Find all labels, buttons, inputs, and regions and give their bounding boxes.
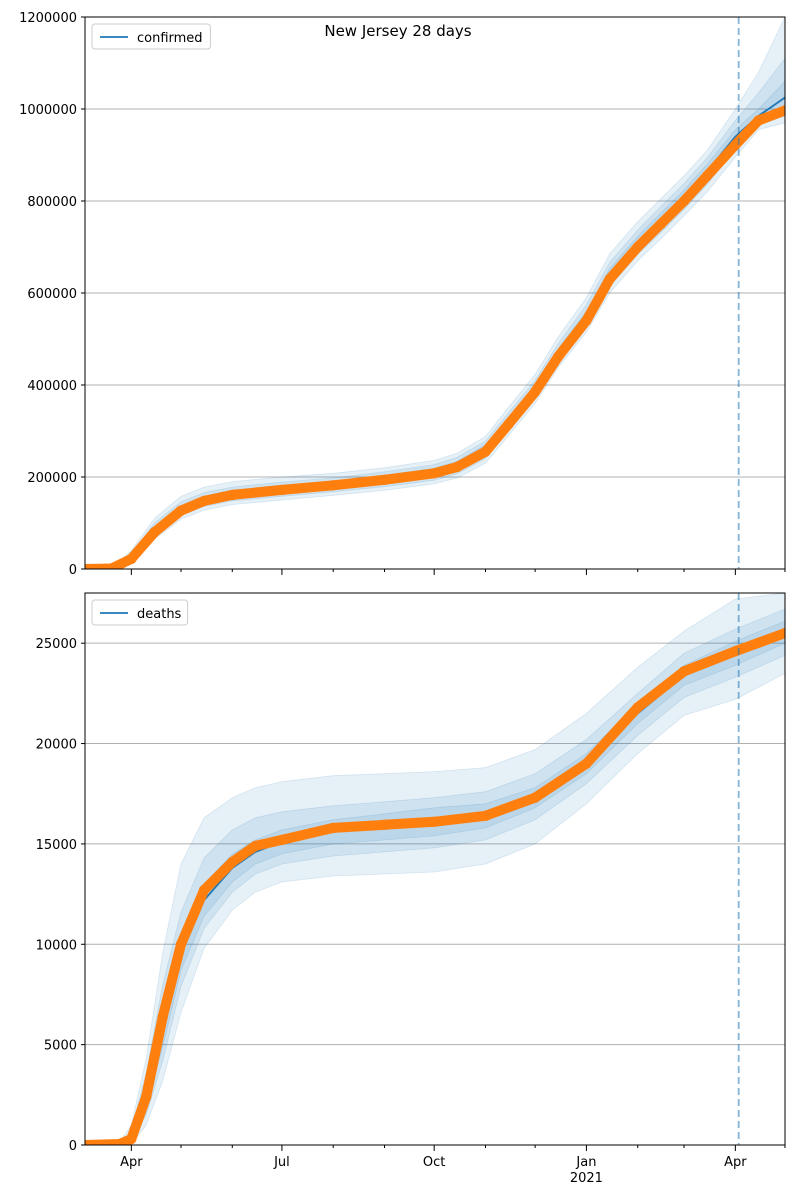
xtick-year-label: 2021 [570,1171,603,1186]
deaths-plot-area [85,593,785,1145]
confirmed-observed-point [452,461,463,473]
confirmed-observed-point [553,351,564,362]
deaths-ytick-label: 10000 [36,938,77,953]
figure-title: New Jersey 28 days [324,22,471,40]
deaths-observed-point [529,792,541,803]
confirmed-ytick-label: 1200000 [19,11,77,26]
confirmed-observed-point [702,170,713,181]
deaths-observed-point [157,1011,168,1022]
deaths-observed-point [227,856,238,868]
confirmed-plot-area [85,17,785,569]
confirmed-uncertainty-band-1 [85,17,785,569]
confirmed-observed-point [175,505,187,516]
deaths-observed-point [250,840,261,852]
deaths-observed-point [429,816,440,827]
confirmed-observed-point [480,446,491,457]
deaths-legend: deaths [91,599,189,626]
deaths-observed-point [581,758,592,769]
deaths-observed-point [85,1139,91,1145]
confirmed-observed-point [328,480,339,491]
deaths-panel: 0 5000 10000 15000 20000 25000 deaths [36,592,786,1154]
confirmed-observed-point [149,527,160,538]
confirmed-observed-point [429,468,440,479]
deaths-observed-point [198,884,210,896]
confirmed-observed-point [779,105,785,116]
confirmed-observed-point [106,563,117,569]
confirmed-observed-point [126,553,137,565]
deaths-observed-point [175,939,187,950]
deaths-observed-point [480,810,491,821]
confirmed-observed-point [632,241,643,253]
deaths-ytick-label: 15000 [36,838,77,853]
confirmed-ytick-label: 400000 [27,379,77,394]
deaths-observed-point [678,666,690,677]
confirmed-ytick-label: 1000000 [19,103,77,118]
confirmed-uncertainty-band-2 [85,57,785,569]
deaths-observed-point [632,702,643,713]
deaths-observed-point [141,1091,152,1103]
confirmed-observed-point [604,274,615,285]
confirmed-observed-point [581,315,592,326]
confirmed-observed-point [85,563,91,569]
confirmed-legend-box [91,23,211,50]
confirmed-observed-point [227,489,238,501]
confirmed-panel: 0 200000 400000 600000 800000 1000000 1200000 c… [19,11,786,578]
confirmed-observed-point [379,474,390,485]
confirmed-ytick-label: 600000 [27,287,77,302]
deaths-observed-point [779,627,785,639]
confirmed-legend: confirmed [91,23,211,50]
confirmed-ytick-label: 200000 [27,471,77,486]
deaths-legend-label: deaths [137,607,182,622]
confirmed-observed-point [753,115,764,126]
confirmed-legend-label: confirmed [137,31,203,46]
deaths-legend-box [91,599,189,626]
confirmed-observed-point [678,195,690,207]
deaths-ytick-label: 25000 [36,637,77,652]
xtick-label: Jan [575,1155,596,1170]
deaths-observed-point [328,822,339,834]
confirmed-observed-point [276,484,288,496]
confirmed-ytick-label: 0 [69,563,77,578]
xtick-label: Oct [423,1155,445,1170]
deaths-observed-point [379,819,390,830]
deaths-ytick-label: 20000 [36,738,77,753]
confirmed-observed-point [198,495,210,507]
deaths-axes-frame [84,592,786,1146]
xtick-label: Apr [724,1155,747,1170]
confirmed-observed-point [503,418,514,430]
deaths-observed-point [276,834,288,846]
xtick-label: Apr [120,1155,143,1170]
deaths-ytick-label: 0 [69,1139,77,1154]
deaths-observed-point [126,1133,137,1145]
deaths-observed-point [114,1138,125,1145]
confirmed-observed-point [655,218,667,230]
deaths-observed-trace [85,628,785,1145]
xtick-label: Jul [273,1155,290,1170]
deaths-ytick-label: 5000 [44,1039,77,1054]
confirmed-ytick-label: 800000 [27,195,77,210]
confirmed-observed-point [529,386,541,398]
